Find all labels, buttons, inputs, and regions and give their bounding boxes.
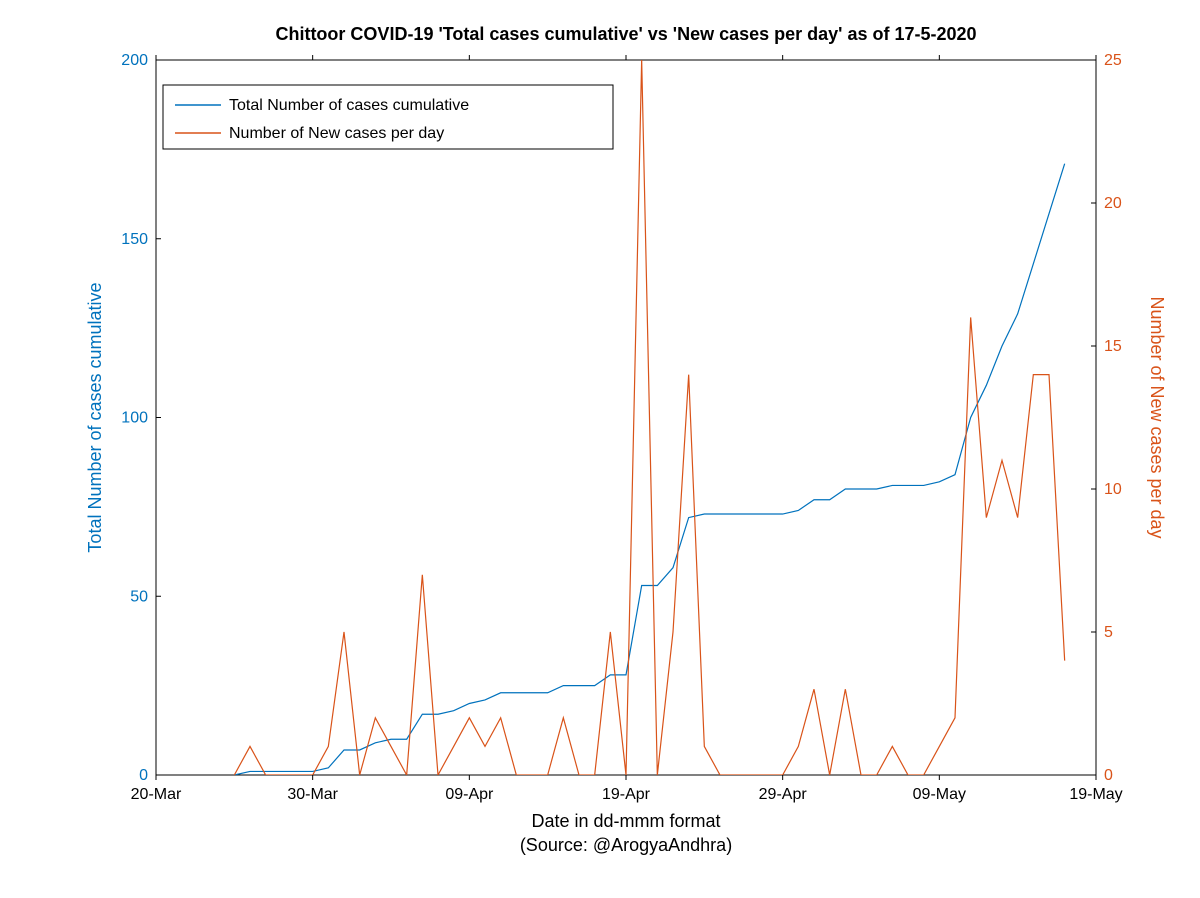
x-axis-label-line2: (Source: @ArogyaAndhra): [520, 835, 732, 855]
x-tick-label: 09-Apr: [445, 786, 494, 803]
y-left-tick-label: 200: [121, 52, 148, 69]
x-tick-label: 09-May: [913, 786, 966, 803]
legend-item-label: Number of New cases per day: [229, 125, 444, 142]
y-right-axis-label: Number of New cases per day: [1147, 296, 1167, 538]
y-left-tick-label: 0: [139, 767, 148, 784]
plot-area: [156, 60, 1096, 775]
chart-title: Chittoor COVID-19 'Total cases cumulativ…: [275, 24, 976, 44]
x-tick-label: 19-Apr: [602, 786, 651, 803]
y-left-tick-label: 150: [121, 231, 148, 248]
x-tick-label: 19-May: [1069, 786, 1122, 803]
series-cumulative: [234, 164, 1064, 775]
chart-svg: Chittoor COVID-19 'Total cases cumulativ…: [0, 0, 1200, 898]
y-right-tick-label: 20: [1104, 195, 1122, 212]
y-right-tick-label: 10: [1104, 481, 1122, 498]
plot-group: [234, 60, 1064, 775]
chart-container: Chittoor COVID-19 'Total cases cumulativ…: [0, 0, 1200, 898]
y-right-tick-label: 5: [1104, 624, 1113, 641]
y-right-tick-label: 15: [1104, 338, 1122, 355]
y-left-axis-label: Total Number of cases cumulative: [85, 282, 105, 552]
y-right-tick-label: 25: [1104, 52, 1122, 69]
y-right-tick-label: 0: [1104, 767, 1113, 784]
legend-item-label: Total Number of cases cumulative: [229, 97, 469, 114]
x-tick-label: 20-Mar: [131, 786, 182, 803]
series-new-per-day: [234, 60, 1064, 775]
legend: Total Number of cases cumulative Number o…: [163, 85, 613, 149]
y-left-tick-label: 100: [121, 410, 148, 427]
y-left-tick-label: 50: [130, 588, 148, 605]
x-axis-label-line1: Date in dd-mmm format: [531, 811, 720, 831]
x-tick-label: 30-Mar: [287, 786, 338, 803]
x-tick-label: 29-Apr: [759, 786, 808, 803]
